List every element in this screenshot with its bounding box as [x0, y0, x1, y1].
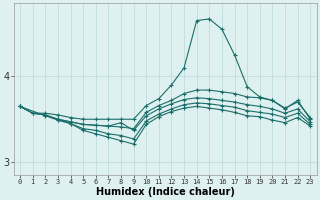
X-axis label: Humidex (Indice chaleur): Humidex (Indice chaleur) [96, 187, 235, 197]
